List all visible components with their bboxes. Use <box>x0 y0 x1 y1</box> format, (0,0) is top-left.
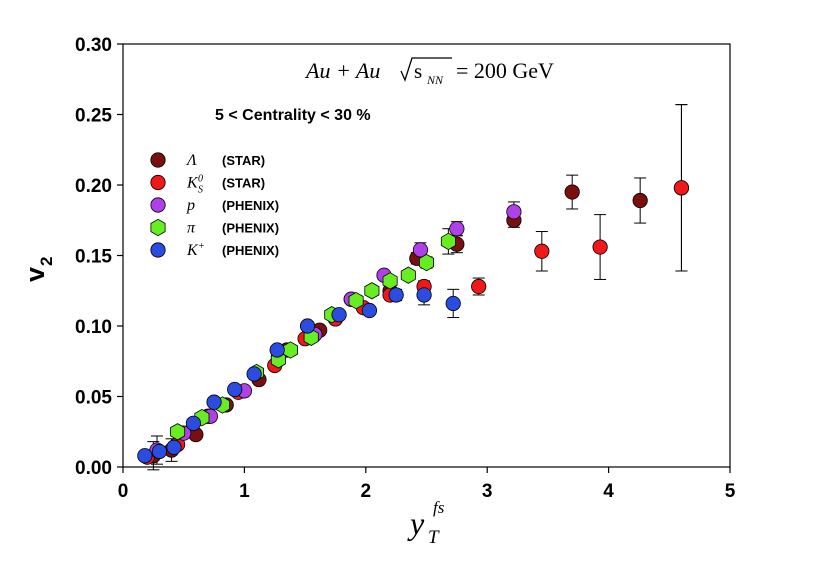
legend-entry: K + (PHENIX) <box>150 241 279 259</box>
legend-entry: p (PHENIX) <box>150 197 279 214</box>
legend-label: (PHENIX) <box>222 198 279 213</box>
x-tick-label: 4 <box>603 481 614 502</box>
data-points <box>137 180 690 465</box>
legend-symbol: p <box>186 197 195 214</box>
data-point <box>471 278 487 295</box>
data-point <box>137 448 153 464</box>
data-point <box>382 272 398 290</box>
y-axis-label: v 2 <box>20 257 56 282</box>
title-sqrt-sub: NN <box>426 73 444 87</box>
plot-frame <box>122 43 731 468</box>
chart-subtitle: 5 < Centrality < 30 % <box>215 107 371 124</box>
y-tick-label: 0.00 <box>75 458 112 479</box>
x-axis-label-sub: T <box>428 527 440 548</box>
legend-label: (PHENIX) <box>222 221 279 236</box>
data-point <box>673 180 690 196</box>
legend-marker <box>150 242 166 258</box>
data-point <box>440 232 456 251</box>
data-point <box>206 394 222 410</box>
y-axis-label-sub: 2 <box>37 257 56 266</box>
legend-sub: S <box>198 185 203 196</box>
x-axis-label-base: y <box>407 505 425 541</box>
data-point <box>361 302 378 319</box>
title-system: Au + Au <box>304 58 380 83</box>
legend-label: (STAR) <box>222 153 265 168</box>
x-tick-label: 5 <box>725 481 736 502</box>
data-point <box>227 381 243 398</box>
x-tick-label: 1 <box>239 481 250 502</box>
data-point <box>449 221 465 237</box>
x-axis-label: y T fs <box>407 498 445 548</box>
data-point <box>364 282 380 300</box>
data-point <box>632 192 648 209</box>
axis-ticks: 0 1 2 3 4 5 0.00 0.05 0.10 0.15 0.20 0.25 0.30 <box>75 35 736 502</box>
legend-marker <box>150 174 166 191</box>
y-tick-label: 0.25 <box>75 106 112 127</box>
data-point <box>416 287 432 303</box>
y-tick-label: 0.10 <box>75 317 112 338</box>
data-point <box>185 415 202 431</box>
legend-symbol: π <box>187 220 196 237</box>
title-sqrt-label: s <box>414 59 422 83</box>
y-tick-label: 0.30 <box>75 35 112 56</box>
legend-marker <box>150 218 166 237</box>
chart-title: Au + Au s NN = 200 GeV <box>304 57 554 87</box>
sqrt-sign <box>400 57 452 82</box>
data-point <box>151 443 168 460</box>
data-point <box>592 239 608 255</box>
data-point <box>348 291 364 310</box>
legend-entry: K 0S (STAR) <box>150 174 265 196</box>
legend-sup: + <box>198 241 205 252</box>
x-axis-label-sup: fs <box>433 498 445 517</box>
legend-label: (PHENIX) <box>222 243 279 258</box>
data-point <box>445 295 461 312</box>
data-point <box>269 342 285 358</box>
legend-symbol: K <box>186 242 199 259</box>
series-4 <box>137 287 461 464</box>
legend: Λ (STAR)K 0S (STAR)p (PHENIX)π (PHENIX)K + (PHE… <box>150 152 279 259</box>
legend-marker <box>150 197 166 213</box>
data-point <box>246 366 262 382</box>
data-point <box>388 287 404 303</box>
y-tick-label: 0.20 <box>75 176 112 197</box>
legend-marker <box>150 152 166 168</box>
data-point <box>418 253 435 272</box>
data-point <box>534 243 550 259</box>
y-tick-label: 0.15 <box>75 247 112 268</box>
legend-entry: Λ (STAR) <box>150 152 265 169</box>
data-point <box>564 184 580 200</box>
legend-sup: 0 <box>198 174 203 185</box>
data-point <box>331 307 347 323</box>
x-tick-label: 2 <box>361 481 372 502</box>
legend-entry: π (PHENIX) <box>150 218 279 237</box>
data-point <box>299 318 316 334</box>
y-tick-label: 0.05 <box>75 388 112 409</box>
legend-label: (STAR) <box>222 176 265 191</box>
x-tick-label: 3 <box>482 481 493 502</box>
x-tick-label: 0 <box>118 481 129 502</box>
legend-symbol: Λ <box>185 152 197 169</box>
title-energy: = 200 GeV <box>456 58 554 83</box>
y-axis-label-base: v <box>20 267 50 282</box>
data-point <box>506 204 522 220</box>
data-point <box>166 439 182 455</box>
data-point <box>170 423 186 441</box>
data-point <box>412 242 429 258</box>
data-point <box>282 341 299 359</box>
data-point <box>400 266 416 284</box>
legend-symbol: K <box>186 175 199 192</box>
